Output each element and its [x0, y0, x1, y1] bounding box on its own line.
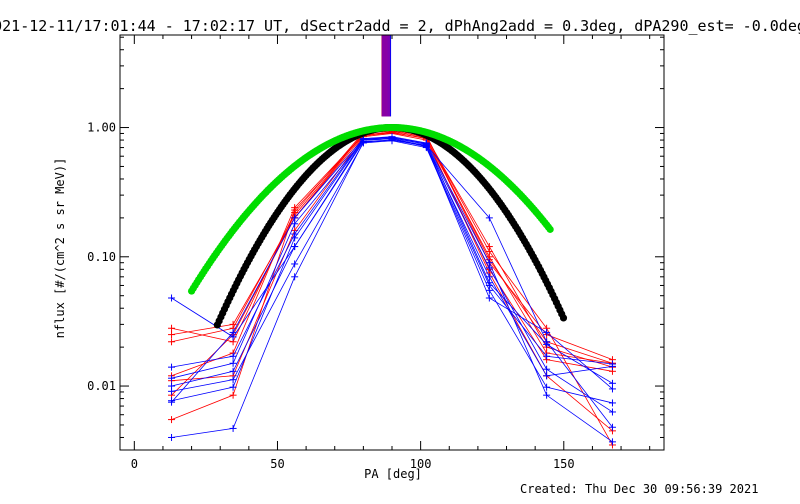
- data-point-cross: [543, 352, 551, 360]
- x-axis-label: PA [deg]: [364, 467, 422, 481]
- data-point-cross: [229, 424, 237, 432]
- data-point-cross: [229, 367, 237, 375]
- data-point-cross: [608, 399, 616, 407]
- x-tick-label: 0: [131, 457, 138, 471]
- data-point-cross: [168, 324, 176, 332]
- data-point-cross: [168, 363, 176, 371]
- data-point-cross: [608, 423, 616, 431]
- plot-marks: [168, 35, 616, 449]
- data-point-cross: [168, 398, 176, 406]
- y-axis-label: nflux [#/(cm^2 s sr MeV)]: [53, 158, 67, 339]
- model-dot: [559, 314, 568, 322]
- data-point-cross: [543, 383, 551, 391]
- data-point-cross: [229, 391, 237, 399]
- data-point-cross: [168, 433, 176, 441]
- data-point-cross: [422, 143, 430, 151]
- data-point-cross: [229, 359, 237, 367]
- data-point-cross: [485, 247, 493, 255]
- axes: 0 50 100 150 0.01 0.10 1.00: [87, 35, 664, 471]
- x-tick-label: 100: [410, 457, 432, 471]
- data-point-cross: [229, 328, 237, 336]
- data-point-cross: [608, 379, 616, 387]
- data-point-cross: [543, 365, 551, 373]
- x-tick-label: 50: [270, 457, 284, 471]
- data-point-cross: [168, 416, 176, 424]
- data-point-cross: [291, 243, 299, 251]
- data-point-cross: [291, 273, 299, 281]
- data-point-cross: [168, 387, 176, 395]
- chart-title: 2021-12-11/17:01:44 - 17:02:17 UT, dSect…: [0, 17, 800, 35]
- data-point-cross: [291, 220, 299, 228]
- data-point-cross: [168, 338, 176, 346]
- y-tick-label: 0.10: [87, 250, 116, 264]
- data-point-cross: [291, 234, 299, 242]
- data-point-cross: [543, 328, 551, 336]
- data-point-cross: [608, 438, 616, 446]
- data-point-cross: [229, 376, 237, 384]
- data-point-cross: [168, 331, 176, 339]
- data-point-cross: [608, 360, 616, 368]
- data-point-cross: [543, 338, 551, 346]
- data-point-cross: [608, 408, 616, 416]
- data-point-cross: [168, 374, 176, 382]
- data-point-cross: [485, 294, 493, 302]
- data-point-cross: [543, 391, 551, 399]
- data-point-cross: [388, 135, 396, 143]
- y-tick-label: 1.00: [87, 121, 116, 135]
- data-point-cross: [485, 214, 493, 222]
- data-point-cross: [229, 352, 237, 360]
- data-point-cross: [359, 136, 367, 144]
- data-point-cross: [291, 260, 299, 268]
- model-dot: [546, 225, 554, 233]
- data-point-cross: [229, 383, 237, 391]
- created-timestamp: Created: Thu Dec 30 09:56:39 2021: [520, 482, 758, 496]
- y-tick-label: 0.01: [87, 379, 116, 393]
- data-point-cross: [168, 294, 176, 302]
- data-point-cross: [543, 372, 551, 380]
- data-point-cross: [485, 281, 493, 289]
- x-tick-label: 150: [553, 457, 575, 471]
- data-point-cross: [485, 259, 493, 267]
- data-point-cross: [291, 214, 299, 222]
- series-line: [171, 140, 613, 404]
- data-point-cross: [485, 273, 493, 281]
